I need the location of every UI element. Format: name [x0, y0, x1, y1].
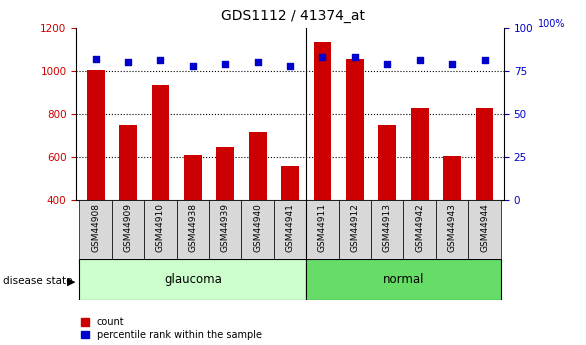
- Point: [350, 54, 360, 60]
- Bar: [176, 200, 209, 259]
- Text: GSM44940: GSM44940: [253, 203, 262, 252]
- Point: [285, 63, 295, 68]
- Point: [156, 58, 165, 63]
- Text: GSM44944: GSM44944: [480, 203, 489, 252]
- Bar: [339, 200, 371, 259]
- Text: 100%: 100%: [538, 19, 565, 29]
- Bar: [80, 259, 306, 300]
- Point: [480, 58, 489, 63]
- Text: GSM44912: GSM44912: [350, 203, 359, 252]
- Text: disease state: disease state: [3, 276, 73, 286]
- Bar: [476, 108, 493, 200]
- Bar: [281, 166, 299, 200]
- Point: [220, 61, 230, 67]
- Bar: [314, 42, 332, 200]
- Bar: [144, 200, 176, 259]
- Text: GSM44938: GSM44938: [188, 203, 197, 252]
- Bar: [306, 259, 500, 300]
- Bar: [152, 85, 169, 200]
- Text: GSM44941: GSM44941: [285, 203, 295, 252]
- Text: GSM44943: GSM44943: [448, 203, 456, 252]
- Bar: [346, 59, 364, 200]
- Bar: [216, 147, 234, 200]
- Bar: [468, 200, 500, 259]
- Bar: [248, 131, 267, 200]
- Bar: [87, 70, 104, 200]
- Text: GSM44939: GSM44939: [221, 203, 230, 252]
- Bar: [184, 155, 202, 200]
- Point: [188, 63, 197, 68]
- Text: GDS1112 / 41374_at: GDS1112 / 41374_at: [221, 9, 365, 23]
- Bar: [209, 200, 241, 259]
- Point: [448, 61, 457, 67]
- Text: GSM44913: GSM44913: [383, 203, 392, 252]
- Text: GSM44909: GSM44909: [124, 203, 132, 252]
- Bar: [379, 125, 396, 200]
- Bar: [274, 200, 306, 259]
- Text: GSM44910: GSM44910: [156, 203, 165, 252]
- Bar: [306, 200, 339, 259]
- Text: ▶: ▶: [67, 276, 76, 286]
- Bar: [119, 125, 137, 200]
- Text: glaucoma: glaucoma: [164, 273, 222, 286]
- Point: [383, 61, 392, 67]
- Text: normal: normal: [383, 273, 424, 286]
- Text: GSM44908: GSM44908: [91, 203, 100, 252]
- Bar: [411, 108, 428, 200]
- Legend: count, percentile rank within the sample: count, percentile rank within the sample: [81, 317, 261, 340]
- Bar: [80, 200, 112, 259]
- Point: [123, 59, 132, 65]
- Bar: [443, 156, 461, 200]
- Point: [253, 59, 263, 65]
- Bar: [241, 200, 274, 259]
- Bar: [436, 200, 468, 259]
- Bar: [371, 200, 404, 259]
- Text: GSM44942: GSM44942: [415, 203, 424, 252]
- Bar: [404, 200, 436, 259]
- Bar: [112, 200, 144, 259]
- Point: [91, 56, 100, 61]
- Point: [415, 58, 424, 63]
- Point: [318, 54, 327, 60]
- Text: GSM44911: GSM44911: [318, 203, 327, 252]
